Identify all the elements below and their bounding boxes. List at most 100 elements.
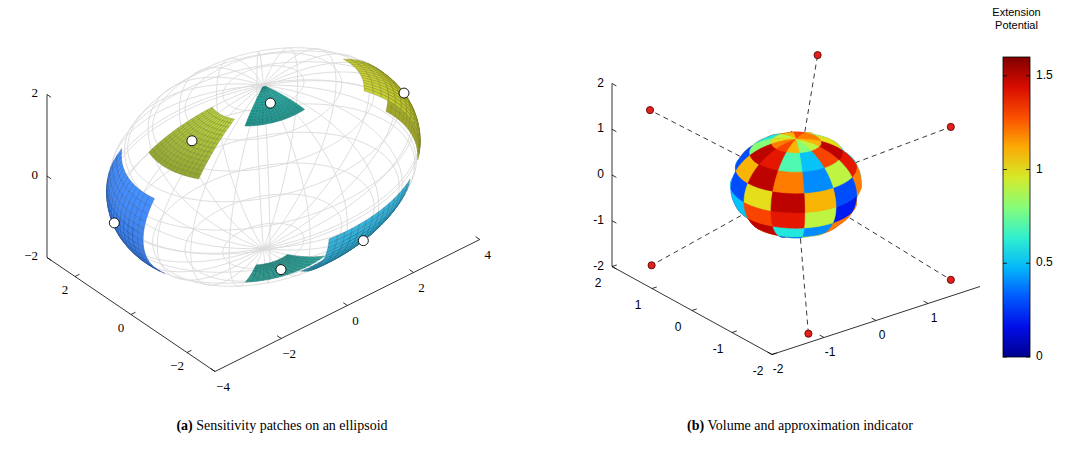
patch-cell [253, 277, 258, 279]
patch-cell [318, 256, 325, 259]
tick [652, 287, 657, 289]
tick [75, 274, 79, 276]
patch-cell [220, 131, 226, 136]
patch-cell [417, 126, 419, 136]
tick [924, 301, 928, 303]
patch-cell [211, 143, 217, 148]
point [947, 123, 954, 130]
tick-label: -1 [825, 345, 836, 359]
patch-cell [411, 115, 415, 124]
axis-line-x [215, 240, 480, 372]
point [947, 276, 954, 283]
patch-cell [146, 196, 155, 206]
patch-cell [263, 87, 265, 89]
tick [47, 176, 51, 179]
patch-cell [259, 92, 261, 95]
patch-cell [265, 86, 268, 88]
patch-cell [351, 225, 359, 234]
tick-label: −4 [216, 379, 230, 394]
panel-b: -2-101-2-1012-2-1012 [593, 52, 980, 378]
colorbar-tick-label: 0.5 [1036, 255, 1053, 269]
patch-cell [252, 279, 258, 280]
patch-cell [258, 278, 264, 280]
colorbar-tick [1026, 357, 1030, 358]
tick-label: 2 [62, 282, 69, 297]
patch-cell [358, 220, 365, 229]
patch-cell [247, 278, 253, 279]
patch-cell [264, 276, 269, 278]
patch-cell [265, 86, 268, 88]
patch-cell [275, 275, 281, 277]
patch-center [399, 88, 409, 98]
wireframe [263, 81, 420, 249]
tick-label: -1 [593, 213, 604, 227]
axis-line-y [47, 258, 215, 372]
patch-cell [264, 87, 265, 89]
patch-cell [365, 216, 372, 225]
patch-cell [406, 110, 411, 119]
patch-cell [263, 89, 265, 92]
patch-cell [287, 272, 294, 274]
tick [612, 175, 616, 177]
patch-cell [269, 276, 275, 278]
patch-cell [261, 87, 262, 89]
patch-cell [371, 212, 378, 221]
colorbar-tick [1026, 263, 1030, 264]
wireframe [263, 62, 395, 248]
tick-label: 0 [118, 320, 125, 335]
patch-cell [268, 273, 273, 275]
tick [409, 270, 413, 273]
patch-cell [264, 89, 265, 91]
patch-cell [258, 280, 264, 282]
patch-cell [262, 87, 263, 89]
tick [772, 353, 777, 355]
patch-cell [261, 99, 263, 102]
patch-center [187, 136, 197, 146]
axis-line-x [772, 287, 980, 355]
tick-label: -2 [753, 364, 764, 378]
tick [612, 84, 616, 86]
sphere-cell [778, 153, 802, 173]
wireframe [114, 86, 264, 263]
patch-cell [264, 87, 265, 89]
patch-cell [262, 94, 264, 97]
patch-cell [264, 277, 270, 279]
patch-cell [258, 122, 263, 126]
colorbar-tick-label: 0 [1036, 349, 1043, 363]
patch-cell [395, 101, 401, 109]
tick [47, 258, 51, 261]
patch-cell [364, 88, 373, 94]
patch-cell [336, 232, 344, 240]
wireframe [148, 77, 263, 248]
patch-cell [263, 87, 265, 89]
tick [612, 221, 616, 223]
patch-cell [414, 120, 417, 130]
point [646, 107, 653, 114]
patch-cell [147, 263, 156, 269]
patch-cell [304, 265, 311, 268]
tick [692, 309, 697, 311]
patch-cell [418, 150, 420, 160]
patch-cell [269, 274, 274, 276]
patch-cell [253, 278, 259, 280]
colorbar-tick-label: 1.5 [1036, 68, 1053, 82]
tick [47, 95, 51, 98]
patch-cell [263, 92, 264, 95]
colorbar-group: 00.511.5ExtensionPotential [992, 6, 1053, 363]
patch-cell [262, 89, 263, 92]
tick [277, 336, 281, 339]
colorbar-tick [1003, 75, 1007, 76]
patch-cell [261, 97, 263, 100]
patch-cell [276, 276, 283, 278]
patch-cell [251, 280, 257, 281]
patch-cell [381, 94, 389, 101]
wireframe [131, 86, 263, 272]
tick-label: 2 [595, 276, 602, 290]
patch-cell [247, 279, 253, 280]
patch-cell [264, 91, 265, 94]
patch-cell [265, 89, 267, 91]
patch-cell [265, 87, 267, 89]
sphere-cell [773, 171, 804, 193]
patch-cell [226, 123, 232, 128]
point [648, 262, 655, 269]
